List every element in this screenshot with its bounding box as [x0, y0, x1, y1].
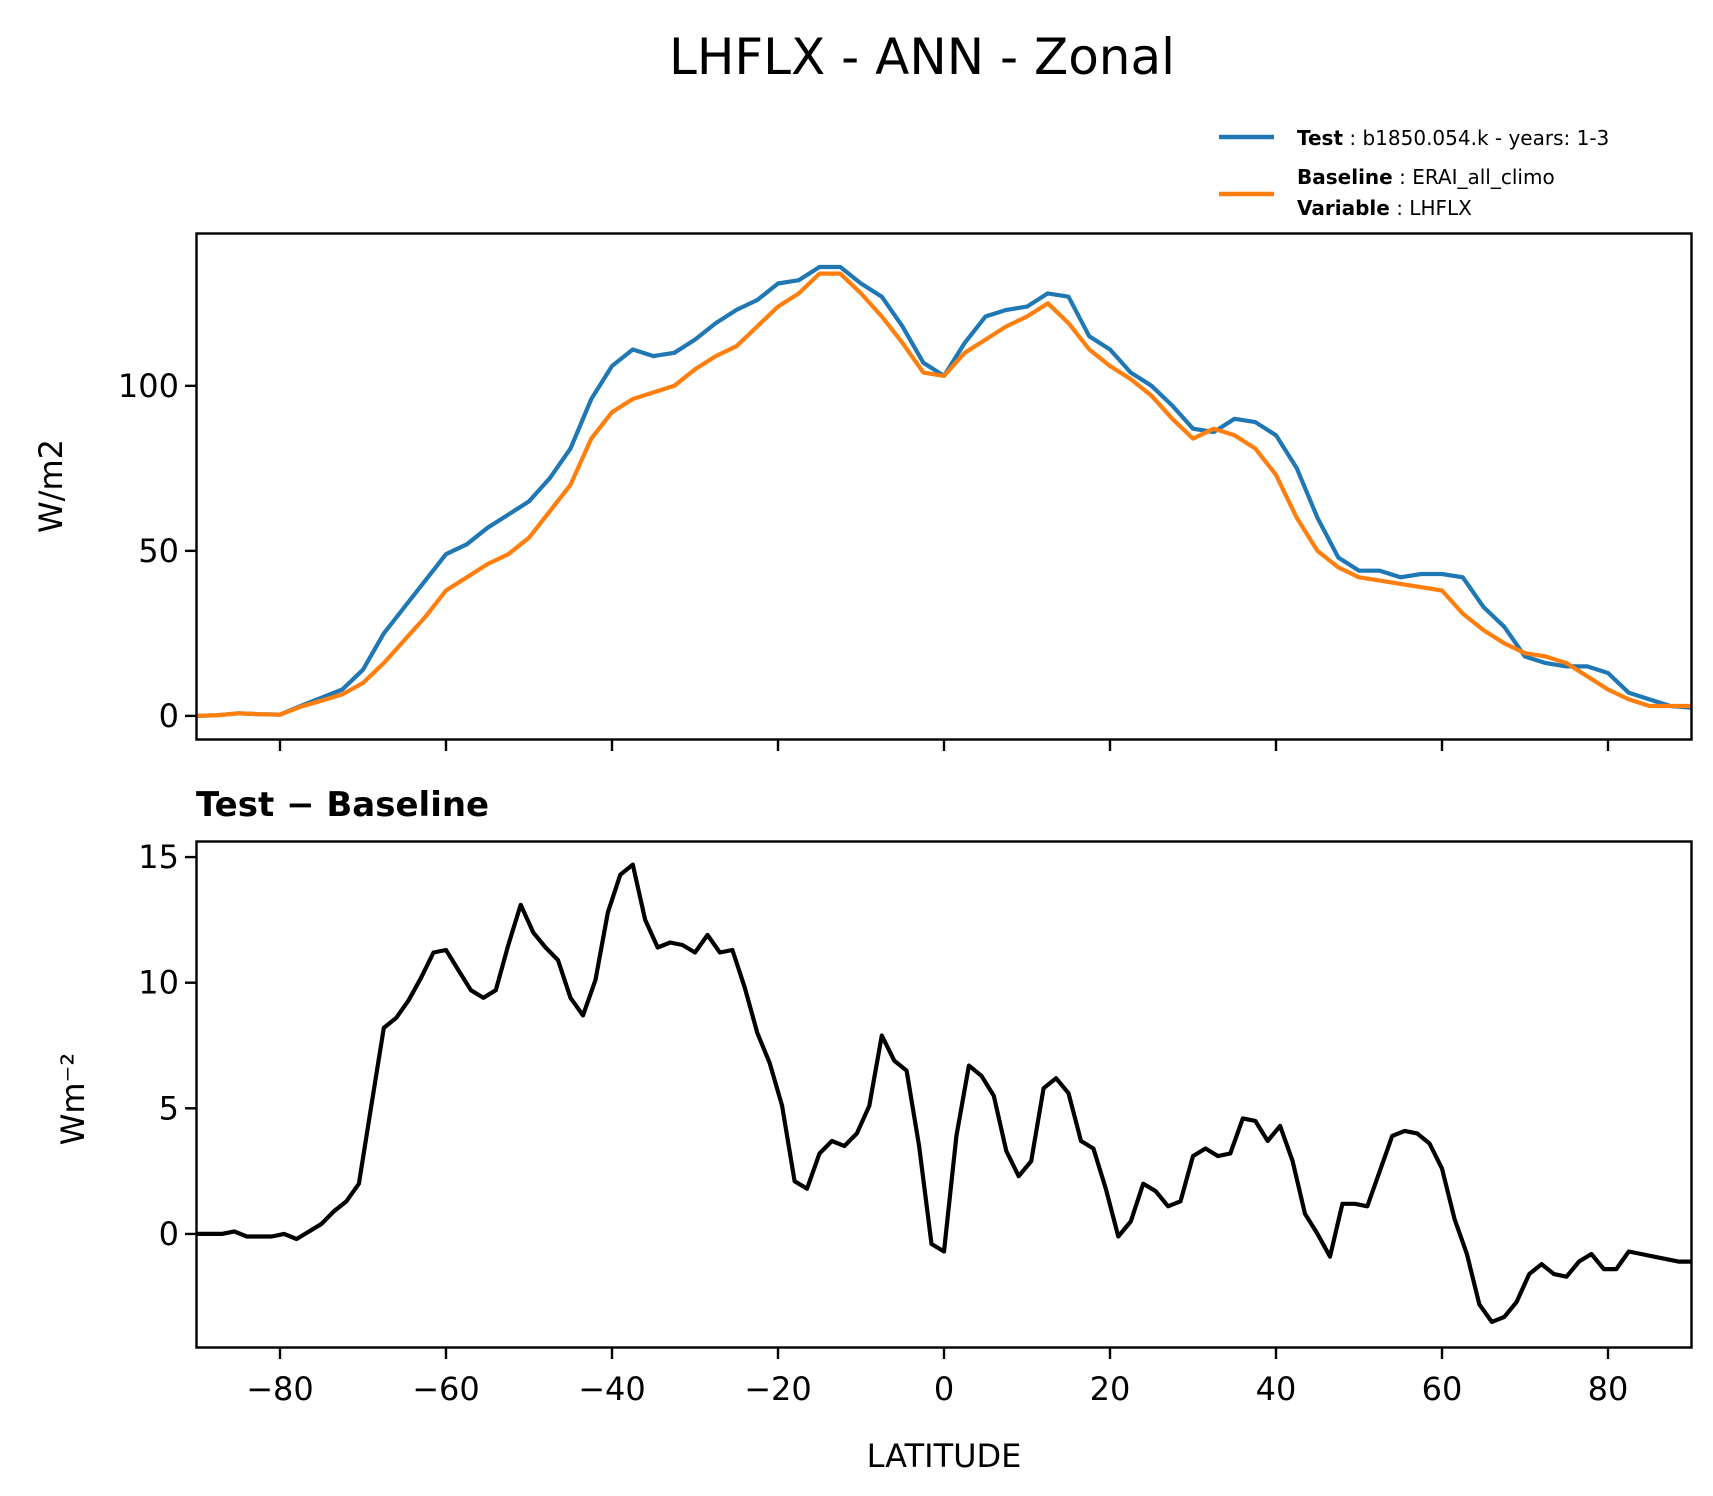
bottom-ytick-label: 15 — [138, 838, 179, 876]
top-ytick-label: 0 — [159, 697, 179, 735]
bottom-panel-title: Test − Baseline — [196, 785, 489, 825]
bottom-series-group — [197, 862, 1691, 1325]
legend-variable-label: Variable — [1297, 196, 1390, 220]
bottom-ytick-label: 5 — [159, 1089, 179, 1127]
top-series-baseline — [196, 271, 1691, 718]
top-panel: 0 50 100 W/m2 — [32, 232, 1693, 751]
legend-baseline-value: ERAI_all_climo — [1412, 165, 1555, 189]
top-ytick-label: 50 — [138, 532, 179, 570]
bottom-xtick-label: 40 — [1256, 1370, 1297, 1408]
legend-baseline-text: Baseline : ERAI_all_climo — [1297, 165, 1555, 189]
bottom-ylabel: Wm⁻² — [54, 1053, 92, 1146]
bottom-xtick-label: 60 — [1422, 1370, 1463, 1408]
top-series-group — [196, 264, 1692, 718]
legend-test-label: Test — [1297, 126, 1343, 150]
bottom-axis-ticks: 0 5 10 15 −80 −60 −40 −20 0 20 40 60 80 — [138, 838, 1628, 1408]
bottom-xtick-label: 20 — [1090, 1370, 1131, 1408]
bottom-xtick-label: −20 — [744, 1370, 812, 1408]
bottom-xtick-label: −60 — [412, 1370, 480, 1408]
legend-baseline-sep: : — [1393, 165, 1412, 189]
legend-test-text: Test : b1850.054.k - years: 1-3 — [1297, 126, 1609, 150]
bottom-series-test-baseline — [197, 862, 1691, 1325]
legend-test-value: b1850.054.k - years: 1-3 — [1362, 126, 1609, 150]
bottom-xtick-label: −80 — [246, 1370, 314, 1408]
legend-baseline-label: Baseline — [1297, 165, 1393, 189]
top-ylabel: W/m2 — [32, 439, 70, 533]
legend-test-sep: : — [1343, 126, 1362, 150]
bottom-ytick-label: 10 — [138, 964, 179, 1002]
bottom-xtick-label: 80 — [1588, 1370, 1629, 1408]
legend-variable-value: LHFLX — [1409, 196, 1472, 220]
bottom-plot-frame — [195, 840, 1693, 1349]
bottom-xlabel: LATITUDE — [867, 1437, 1022, 1475]
legend-variable-sep: : — [1390, 196, 1409, 220]
figure-title: LHFLX - ANN - Zonal — [669, 28, 1175, 86]
legend: Test : b1850.054.k - years: 1-3 Baseline… — [1219, 126, 1609, 220]
bottom-xtick-label: −40 — [578, 1370, 646, 1408]
top-plot-frame — [195, 232, 1693, 741]
bottom-panel: Test − Baseline 0 5 10 15 −80 −60 −40 −20 0 20 40 6… — [54, 785, 1693, 1475]
bottom-ytick-label: 0 — [159, 1215, 179, 1253]
top-ytick-label: 100 — [118, 367, 179, 405]
top-axis-ticks: 0 50 100 — [118, 367, 1610, 751]
legend-variable-text: Variable : LHFLX — [1297, 196, 1472, 220]
bottom-xtick-label: 0 — [934, 1370, 954, 1408]
